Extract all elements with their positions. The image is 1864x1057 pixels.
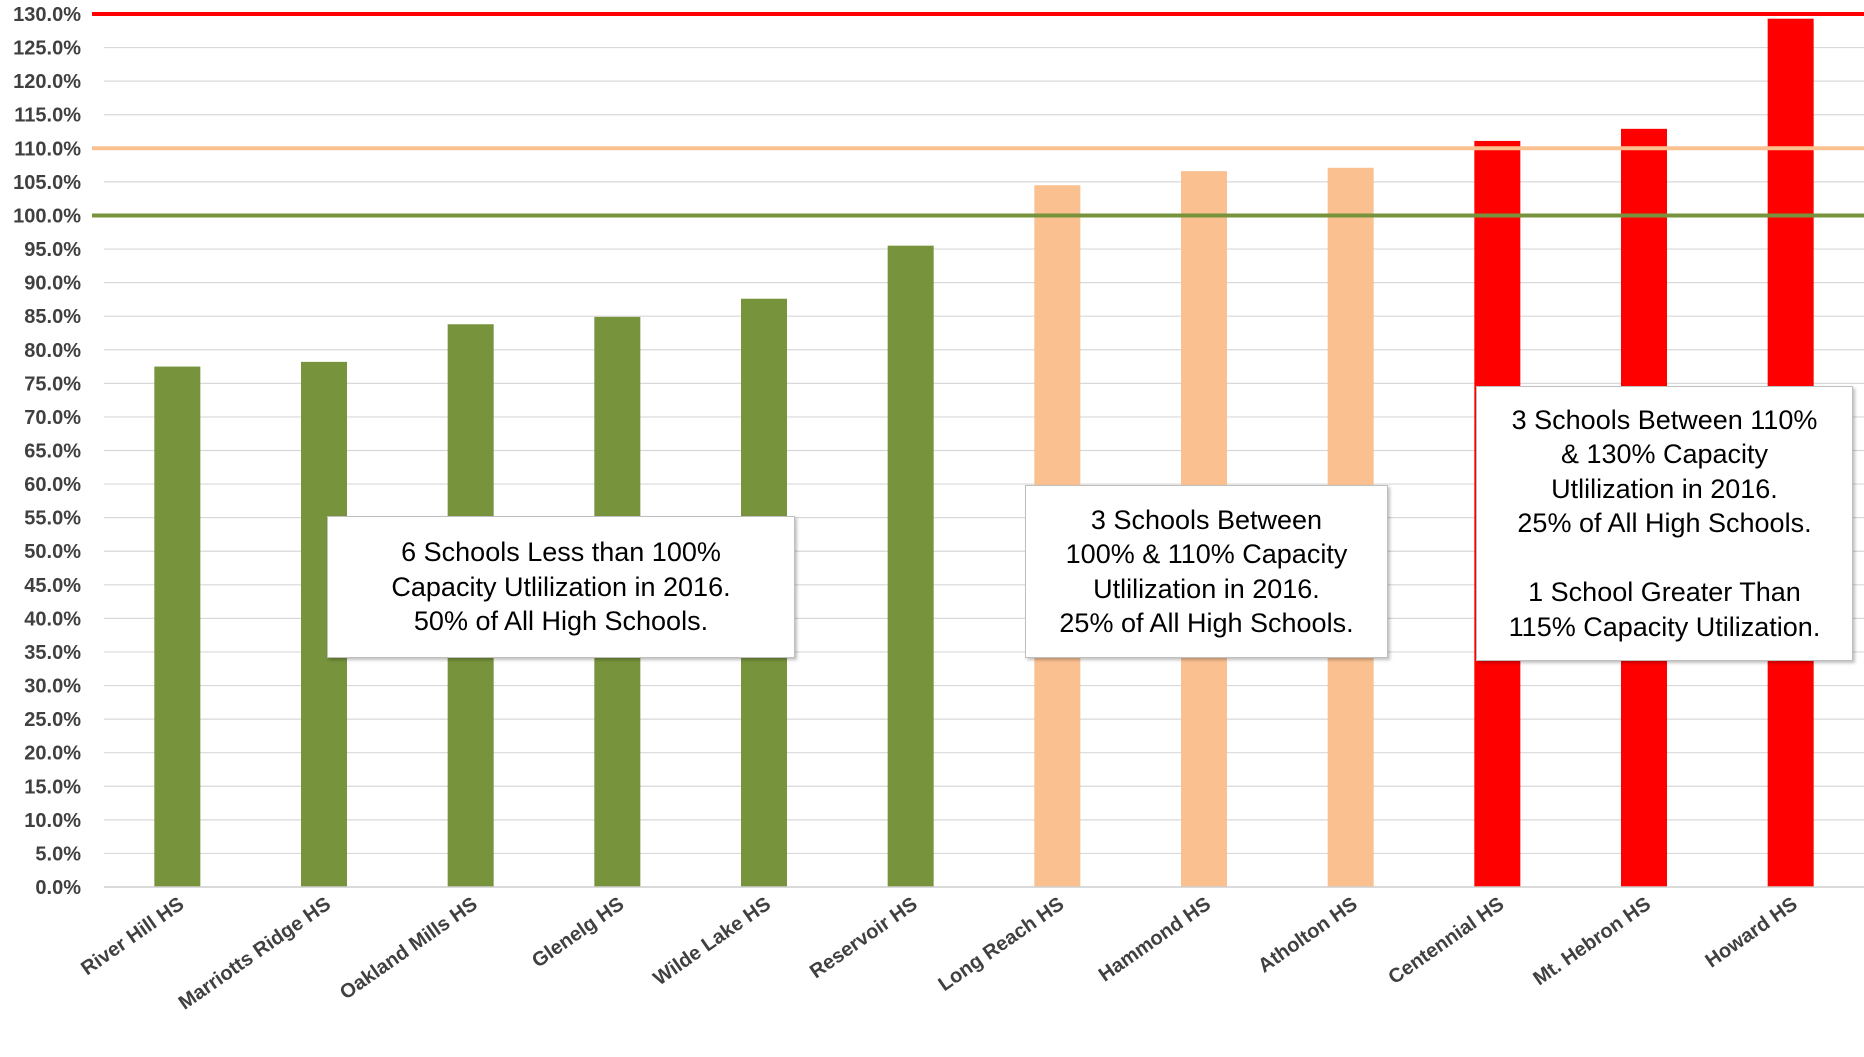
y-tick-label: 115.0% [14,105,81,127]
y-tick-label: 95.0% [24,239,81,261]
y-tick-label: 20.0% [24,743,81,765]
y-tick-label: 85.0% [24,306,81,328]
x-tick-label: Howard HS [1702,893,1802,972]
annotation-line: 50% of All High Schools. [413,606,709,637]
annotation-line: 25% of All High Schools. [1517,508,1812,539]
y-tick-label: 105.0% [13,172,81,194]
x-tick-label: Wilde Lake HS [650,893,775,990]
x-tick-label: Mt. Hebron HS [1529,893,1654,990]
x-tick-label: Glenelg HS [528,893,628,972]
annotation-line: 1 School Greater Than [1528,577,1801,608]
y-tick-label: 110.0% [14,138,81,160]
y-tick-label: 30.0% [24,676,81,698]
y-tick-label: 65.0% [24,441,81,463]
x-tick-label: Long Reach HS [935,893,1069,996]
y-tick-label: 60.0% [24,474,81,496]
annotation-line: & 130% Capacity [1560,439,1769,470]
annotation-line: 100% & 110% Capacity [1065,539,1348,569]
bar [154,366,201,887]
annotation-line: 25% of All High Schools. [1059,608,1354,638]
y-tick-label: 130.0% [13,4,81,26]
y-tick-label: 50.0% [24,541,81,563]
y-tick-label: 5.0% [35,843,81,865]
annotation-green: 6 Schools Less than 100% Capacity Utliliz… [327,516,795,658]
annotation-line: Utlilization in 2016. [1093,573,1320,604]
annotation-line: 3 Schools Between 110% [1511,404,1818,435]
annotation-red: 3 Schools Between 110% & 130% Capacity Utl… [1476,386,1853,661]
y-axis-tick-labels: 0.0% 5.0% 10.0% 15.0% 20.0% 25.0% 30.0% 35.0% 40… [13,4,81,899]
y-tick-label: 15.0% [24,776,81,798]
y-tick-label: 35.0% [24,642,81,664]
x-tick-label: Oakland Mills HS [336,893,482,1004]
annotation-line: Utlilization in 2016. [1551,473,1778,504]
annotation-peach: 3 Schools Between 100% & 110% Capacity Utl… [1025,485,1388,658]
x-tick-label: Reservoir HS [806,893,922,983]
y-tick-label: 40.0% [24,608,81,630]
y-tick-label: 10.0% [24,810,81,832]
x-tick-label: Marriotts Ridge HS [175,893,335,1014]
y-tick-label: 55.0% [24,508,81,530]
annotation-line: 115% Capacity Utilization. [1508,611,1821,642]
annotation-line: 6 Schools Less than 100% [401,537,721,568]
x-tick-label: Atholton HS [1254,893,1361,977]
reference-lines [92,12,1864,218]
y-tick-label: 45.0% [24,575,81,597]
y-tick-label: 75.0% [24,373,81,395]
x-tick-label: River Hill HS [77,893,188,980]
y-tick-label: 80.0% [24,340,81,362]
annotation-line [1477,541,1852,576]
y-tick-label: 90.0% [24,273,81,295]
y-tick-label: 70.0% [24,407,81,429]
x-tick-label: Hammond HS [1095,893,1215,986]
bar [887,245,934,887]
annotation-line: Capacity Utlilization in 2016. [391,571,731,602]
y-tick-label: 120.0% [13,71,81,93]
y-tick-label: 0.0% [35,877,81,899]
annotation-line: 3 Schools Between [1090,504,1323,535]
y-tick-label: 125.0% [13,38,81,60]
y-tick-label: 100.0% [13,205,81,227]
x-tick-label: Centennial HS [1385,893,1509,989]
y-tick-label: 25.0% [24,709,81,731]
